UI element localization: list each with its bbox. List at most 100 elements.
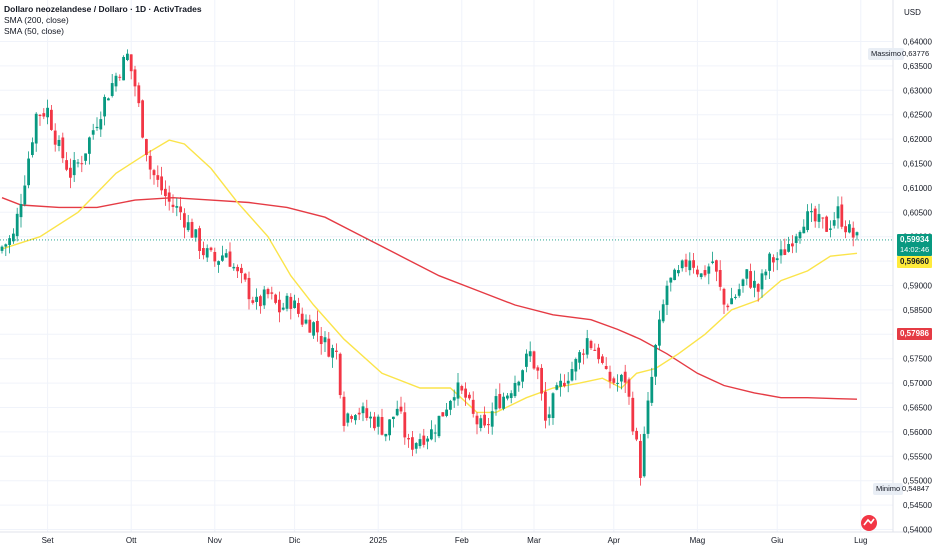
x-tick-label: Feb (455, 536, 469, 545)
candle-body (129, 54, 133, 72)
candle-body (122, 56, 125, 81)
candle-body (145, 139, 148, 155)
symbol-title[interactable]: Dollaro neozelandese / Dollaro · 1D · Ac… (4, 4, 202, 14)
candle-body (749, 271, 752, 288)
candle-body (335, 350, 338, 352)
candle-body (141, 100, 144, 138)
legend-sma200[interactable]: SMA (200, close) (4, 15, 69, 25)
candle-body (441, 412, 445, 417)
candle-body (475, 415, 479, 425)
candle-body (380, 417, 384, 435)
candle-body (76, 162, 80, 164)
candle-body (80, 163, 84, 165)
candle-body (627, 379, 631, 397)
candle-body (734, 296, 737, 298)
candle-body (65, 160, 68, 170)
candle-body (570, 369, 574, 381)
candle-body (506, 395, 509, 399)
candle-body (589, 340, 593, 349)
candle-body (414, 443, 418, 449)
chart-legend: Dollaro neozelandese / Dollaro · 1D · Ac… (4, 4, 202, 37)
candle-body (430, 429, 433, 440)
candle-body (631, 397, 635, 432)
candle-body (297, 303, 300, 314)
candle-body (525, 353, 528, 367)
candle-body (266, 289, 270, 295)
candle-body (817, 214, 821, 222)
candle-body (639, 440, 642, 478)
candle-body (745, 269, 749, 279)
candle-body (61, 137, 65, 159)
candle-body (517, 381, 521, 386)
candle-body (126, 53, 129, 61)
candle-body (392, 416, 395, 420)
candle-body (547, 414, 551, 418)
candle-body (88, 137, 91, 154)
candle-body (532, 351, 536, 369)
candlestick-series (0, 49, 859, 486)
candle-body (338, 353, 342, 396)
candle-body (31, 142, 34, 156)
candle-body (813, 208, 817, 222)
y-tick-label: 0,61000 (903, 184, 932, 193)
candle-body (262, 289, 266, 306)
candle-body (836, 206, 840, 219)
candle-body (433, 432, 437, 434)
candle-body (722, 288, 726, 305)
x-tick-label: Mag (690, 536, 706, 545)
candle-body (103, 96, 106, 117)
y-tick-label: 0,56500 (903, 404, 932, 413)
candle-body (308, 319, 312, 333)
candle-body (183, 213, 186, 228)
candle-body (107, 98, 110, 101)
candle-body (160, 176, 163, 191)
candle-body (509, 393, 513, 399)
currency-label[interactable]: USD (904, 8, 921, 17)
candle-body (285, 295, 289, 309)
x-tick-label: Ott (126, 536, 137, 545)
candle-body (19, 203, 23, 218)
candle-body (468, 394, 471, 399)
candle-body (848, 224, 851, 233)
candle-body (194, 229, 198, 238)
price-axis[interactable]: 0,54000 0,54500 0,55000 0,55500 0,56000 0,565… (903, 38, 932, 535)
candle-body (737, 289, 741, 296)
candle-body (411, 437, 414, 450)
candle-body (418, 439, 422, 447)
candle-body (764, 271, 768, 276)
y-tick-label: 0,58500 (903, 306, 932, 315)
tradingview-logo-icon[interactable] (860, 514, 878, 532)
candle-body (635, 430, 638, 440)
candle-body (251, 300, 255, 303)
candle-body (608, 371, 612, 382)
candle-body (536, 367, 540, 371)
candle-body (688, 260, 692, 271)
candle-body (175, 206, 179, 208)
candle-body (566, 380, 570, 384)
candle-body (224, 253, 228, 258)
candle-body (456, 382, 460, 399)
x-tick-label: Giu (771, 536, 783, 545)
candle-body (369, 416, 372, 419)
candle-body (304, 319, 308, 324)
candle-body (677, 270, 680, 274)
candle-body (228, 251, 232, 267)
bar-countdown: 14:02:46 (900, 245, 930, 254)
candle-body (53, 130, 57, 145)
candle-body (528, 351, 532, 357)
candle-body (213, 251, 217, 262)
candle-body (810, 211, 813, 213)
candle-body (544, 391, 547, 421)
legend-sma50[interactable]: SMA (50, close) (4, 26, 64, 36)
sma200-path (1, 196, 858, 400)
candle-body (829, 228, 832, 230)
candle-body (768, 253, 771, 271)
candle-body (110, 83, 114, 96)
candle-body (27, 158, 30, 186)
time-axis[interactable]: Set Ott Nov Dic 2025 Feb Mar Apr Mag Giu Lug (42, 536, 868, 545)
candle-body (669, 277, 673, 283)
candle-body (452, 397, 456, 401)
candle-body (464, 388, 467, 398)
candle-body (46, 107, 49, 118)
